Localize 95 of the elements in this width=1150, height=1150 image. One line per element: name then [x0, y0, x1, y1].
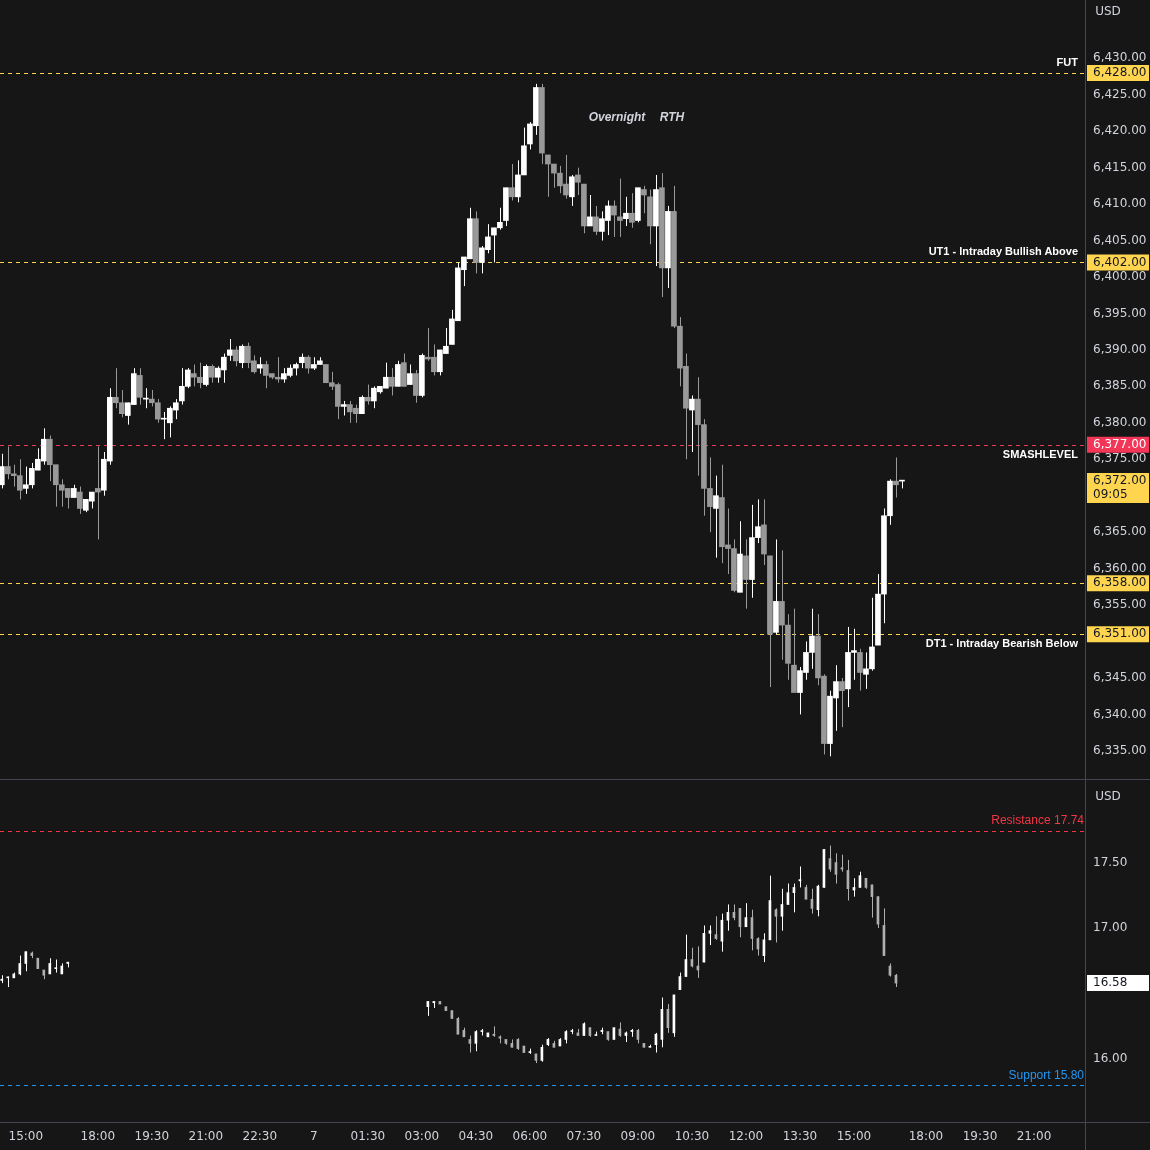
candlestick — [18, 955, 22, 976]
candlestick — [389, 367, 395, 396]
text: 6,372.00 — [1093, 473, 1147, 488]
x-tick-label: 21:00 — [1016, 1129, 1052, 1144]
y-tick-label: 16.00 — [1093, 1051, 1128, 1066]
candlestick — [137, 367, 143, 406]
ref-line-label: Resistance 17.74 — [991, 813, 1085, 828]
text: 6,428.00 — [1093, 65, 1147, 80]
candlestick — [863, 651, 869, 690]
text: 16.58 — [1093, 975, 1128, 990]
x-tick-label: 18:00 — [908, 1129, 944, 1144]
ref-line-label: UT1 - Intraday Bullish Above — [928, 245, 1078, 258]
y-tick-label: 6,425.00 — [1093, 86, 1147, 101]
candlestick — [611, 199, 617, 238]
candlestick — [569, 174, 575, 207]
text: 6,377.00 — [1093, 436, 1147, 451]
text: 6,402.00 — [1093, 254, 1147, 269]
candlestick — [0, 453, 5, 489]
candlestick — [839, 677, 845, 728]
candlestick — [509, 163, 515, 201]
candlestick — [359, 394, 365, 415]
text: USD — [1095, 789, 1121, 804]
candlestick — [689, 394, 695, 453]
x-tick-label: 09:00 — [620, 1129, 656, 1144]
candlestick — [545, 154, 551, 198]
y-tick-label: 6,410.00 — [1093, 196, 1147, 211]
text: 6,351.00 — [1093, 626, 1147, 641]
y-tick-label: 6,375.00 — [1093, 451, 1147, 466]
candlestick — [227, 338, 233, 362]
candlestick — [869, 597, 875, 672]
ref-line-label: DT1 - Intraday Bearish Below — [925, 637, 1079, 650]
x-tick-label: 7 — [310, 1129, 318, 1144]
candlestick — [629, 192, 635, 229]
text: 6,358.00 — [1093, 575, 1147, 590]
candlestick — [413, 369, 419, 404]
y-tick-label: 6,390.00 — [1093, 342, 1147, 357]
candlestick — [641, 185, 647, 214]
x-tick-label: 21:00 — [188, 1129, 224, 1144]
y-tick-label: 6,415.00 — [1093, 159, 1147, 174]
candlestick — [623, 196, 629, 227]
y-tick-label: 6,360.00 — [1093, 560, 1147, 575]
candlestick — [617, 178, 623, 238]
candlestick — [395, 360, 401, 387]
y-tick-label: 6,365.00 — [1093, 524, 1147, 539]
y-tick-label: 6,340.00 — [1093, 706, 1147, 721]
x-tick-label: 13:30 — [782, 1129, 818, 1144]
x-tick-label: 07:30 — [566, 1129, 602, 1144]
x-tick-label: 06:00 — [512, 1129, 548, 1144]
candlestick — [857, 648, 863, 692]
y-tick-label: 6,430.00 — [1093, 50, 1147, 65]
candlestick — [203, 363, 209, 387]
y-tick-label: 6,400.00 — [1093, 269, 1147, 284]
annotation: Overnight — [588, 110, 647, 125]
y-tick-label: 6,345.00 — [1093, 670, 1147, 685]
x-tick-label: 03:00 — [404, 1129, 440, 1144]
x-tick-label: 22:30 — [242, 1129, 278, 1144]
x-tick-label: 15:00 — [8, 1129, 44, 1144]
x-tick-label: 15:00 — [836, 1129, 872, 1144]
candlestick — [575, 167, 581, 196]
candlestick — [515, 159, 521, 203]
ref-line-label: FUT — [1056, 55, 1079, 68]
y-tick-label: 6,395.00 — [1093, 305, 1147, 320]
x-tick-label: 01:30 — [350, 1129, 386, 1144]
candlestick — [593, 205, 599, 236]
x-tick-label: 18:00 — [80, 1129, 116, 1144]
candlestick — [587, 194, 593, 227]
x-tick-label: 10:30 — [674, 1129, 710, 1144]
candlestick — [209, 363, 215, 384]
candlestick — [365, 384, 371, 406]
annotation: RTH — [659, 110, 685, 125]
x-tick-label: 04:30 — [458, 1129, 494, 1144]
candlestick — [551, 163, 557, 189]
candlestick — [893, 456, 899, 499]
candlestick — [239, 343, 245, 369]
text: USD — [1095, 4, 1121, 19]
y-tick-label: 17.00 — [1093, 920, 1128, 935]
candlestick — [4, 446, 11, 480]
y-tick-label: 6,420.00 — [1093, 123, 1147, 138]
text: 09:05 — [1093, 487, 1128, 502]
ref-line-label: SMASHLEVEL — [1002, 447, 1079, 460]
candlestick — [24, 951, 28, 972]
y-tick-label: 6,380.00 — [1093, 414, 1147, 429]
y-tick-label: 6,385.00 — [1093, 378, 1147, 393]
x-tick-label: 12:00 — [728, 1129, 764, 1144]
candlestick — [305, 354, 311, 375]
candlestick — [233, 345, 239, 367]
x-tick-label: 19:30 — [962, 1129, 998, 1144]
candlestick — [713, 475, 719, 559]
candlestick — [407, 363, 413, 386]
y-tick-label: 6,335.00 — [1093, 742, 1147, 757]
ref-line-label: Support 15.80 — [1008, 1067, 1085, 1082]
y-tick-label: 6,405.00 — [1093, 232, 1147, 247]
x-tick-label: 19:30 — [134, 1129, 170, 1144]
y-tick-label: 17.50 — [1093, 854, 1128, 869]
y-tick-label: 6,355.00 — [1093, 597, 1147, 612]
